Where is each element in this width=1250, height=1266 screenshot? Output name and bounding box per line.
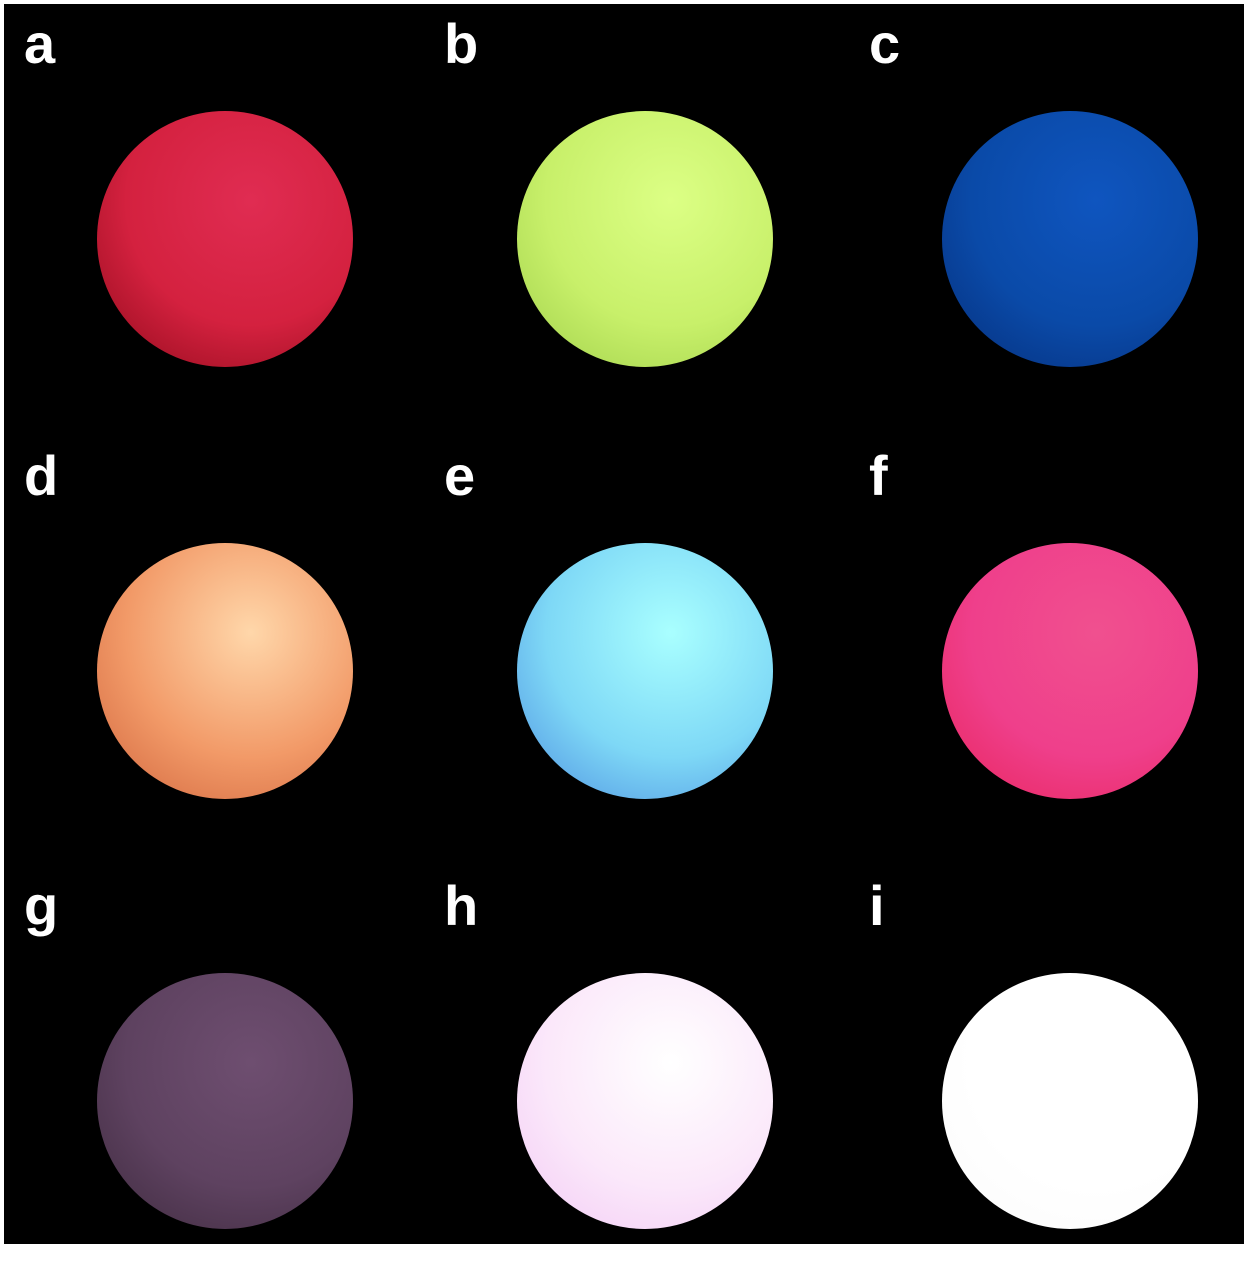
sphere-h — [517, 973, 773, 1229]
panel-label-h: h — [444, 874, 479, 937]
sphere-c — [942, 111, 1198, 367]
sphere-d — [97, 543, 353, 799]
panel-label-i: i — [869, 874, 885, 937]
panel-e: e — [424, 436, 824, 836]
panel-g: g — [4, 866, 404, 1266]
sphere-a — [97, 111, 353, 367]
panel-label-e: e — [444, 444, 476, 507]
panel-f: f — [849, 436, 1249, 836]
sphere-i — [942, 973, 1198, 1229]
figure-frame: a b c d e f g h i — [4, 4, 1244, 1244]
panel-h: h — [424, 866, 824, 1266]
sphere-b — [517, 111, 773, 367]
panel-label-d: d — [24, 444, 59, 507]
panel-label-f: f — [869, 444, 888, 507]
panel-a: a — [4, 4, 404, 404]
panel-label-c: c — [869, 12, 901, 75]
panel-b: b — [424, 4, 824, 404]
panel-c: c — [849, 4, 1249, 404]
sphere-g — [97, 973, 353, 1229]
panel-label-a: a — [24, 12, 56, 75]
panel-d: d — [4, 436, 404, 836]
sphere-f — [942, 543, 1198, 799]
panel-label-b: b — [444, 12, 479, 75]
sphere-e — [517, 543, 773, 799]
panel-label-g: g — [24, 874, 59, 937]
panel-i: i — [849, 866, 1249, 1266]
